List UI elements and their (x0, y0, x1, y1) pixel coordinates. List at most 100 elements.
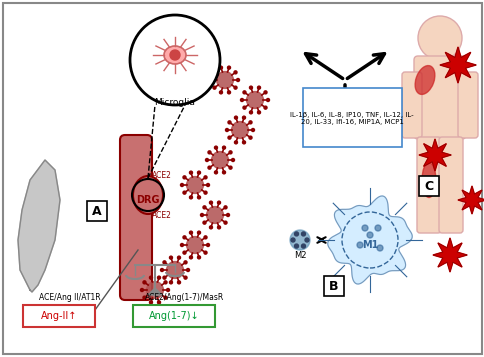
Text: Ang-II↑: Ang-II↑ (41, 311, 77, 321)
Text: Ang(1-7)↓: Ang(1-7)↓ (149, 311, 199, 321)
Circle shape (177, 256, 180, 259)
Ellipse shape (164, 46, 186, 64)
Circle shape (146, 282, 163, 298)
Circle shape (160, 268, 163, 272)
Ellipse shape (421, 162, 435, 197)
Text: A: A (92, 205, 102, 217)
Circle shape (210, 79, 213, 81)
Circle shape (224, 221, 227, 224)
Circle shape (240, 99, 243, 101)
Circle shape (140, 288, 143, 292)
Circle shape (231, 121, 248, 139)
Circle shape (186, 177, 203, 193)
Circle shape (203, 206, 206, 209)
Circle shape (301, 244, 305, 248)
Circle shape (189, 171, 192, 174)
Circle shape (227, 136, 230, 139)
Text: ACE2/Ang(1-7)/MasR: ACE2/Ang(1-7)/MasR (145, 292, 224, 302)
Circle shape (226, 213, 229, 216)
Circle shape (417, 16, 461, 60)
Polygon shape (327, 196, 411, 284)
Text: IL-1β, IL-6, IL-8, IP10, TNF, IL-12, IL-
20, IL-33, Ifi-16, MIP1A, MCP1: IL-1β, IL-6, IL-8, IP10, TNF, IL-12, IL-… (289, 111, 413, 125)
Circle shape (228, 166, 231, 169)
Circle shape (189, 256, 192, 259)
Circle shape (204, 191, 207, 194)
Circle shape (197, 196, 200, 199)
Circle shape (263, 106, 267, 109)
Circle shape (197, 256, 200, 259)
Circle shape (183, 261, 187, 264)
Circle shape (206, 207, 223, 223)
Circle shape (149, 301, 152, 304)
Circle shape (242, 106, 245, 109)
Circle shape (356, 242, 362, 248)
Circle shape (234, 86, 237, 89)
Circle shape (242, 116, 245, 119)
Circle shape (217, 226, 220, 229)
Circle shape (217, 201, 220, 204)
Circle shape (164, 296, 166, 299)
Circle shape (251, 129, 254, 131)
Circle shape (289, 230, 309, 250)
Circle shape (246, 91, 263, 109)
Circle shape (234, 141, 237, 144)
Circle shape (209, 201, 212, 204)
Circle shape (189, 196, 192, 199)
Polygon shape (439, 47, 475, 83)
Circle shape (294, 232, 298, 236)
Circle shape (180, 183, 183, 186)
Circle shape (149, 276, 152, 279)
Circle shape (182, 251, 185, 254)
Circle shape (180, 243, 183, 246)
Circle shape (249, 86, 252, 89)
Ellipse shape (414, 66, 434, 95)
Circle shape (157, 276, 160, 279)
Circle shape (183, 276, 187, 279)
Circle shape (225, 129, 228, 131)
Circle shape (182, 191, 185, 194)
Circle shape (290, 238, 294, 242)
Circle shape (248, 136, 252, 139)
FancyBboxPatch shape (302, 88, 401, 147)
Circle shape (219, 91, 222, 94)
Circle shape (248, 121, 252, 124)
Circle shape (204, 251, 207, 254)
Circle shape (186, 237, 203, 253)
Circle shape (157, 301, 160, 304)
Circle shape (208, 151, 211, 154)
Circle shape (249, 111, 252, 114)
Circle shape (257, 111, 260, 114)
FancyBboxPatch shape (438, 137, 462, 233)
Circle shape (214, 171, 217, 174)
Circle shape (143, 296, 146, 299)
Circle shape (205, 159, 208, 161)
Circle shape (214, 146, 217, 149)
Circle shape (166, 262, 183, 278)
Circle shape (222, 146, 225, 149)
Circle shape (163, 261, 166, 264)
Circle shape (189, 231, 192, 234)
Polygon shape (148, 288, 162, 295)
Circle shape (203, 221, 206, 224)
Text: Microglia: Microglia (154, 98, 195, 107)
Circle shape (222, 171, 225, 174)
Circle shape (263, 91, 267, 94)
Circle shape (234, 71, 237, 74)
Circle shape (209, 226, 212, 229)
Circle shape (212, 71, 215, 74)
Circle shape (170, 50, 180, 60)
Circle shape (231, 159, 234, 161)
Circle shape (166, 288, 169, 292)
Polygon shape (418, 139, 450, 171)
Circle shape (257, 86, 260, 89)
Circle shape (227, 121, 230, 124)
Circle shape (361, 225, 367, 231)
FancyBboxPatch shape (413, 56, 465, 139)
Circle shape (242, 141, 245, 144)
Polygon shape (457, 186, 484, 214)
Circle shape (224, 206, 227, 209)
Circle shape (228, 151, 231, 154)
Circle shape (208, 166, 211, 169)
Circle shape (204, 236, 207, 239)
FancyBboxPatch shape (87, 201, 107, 221)
